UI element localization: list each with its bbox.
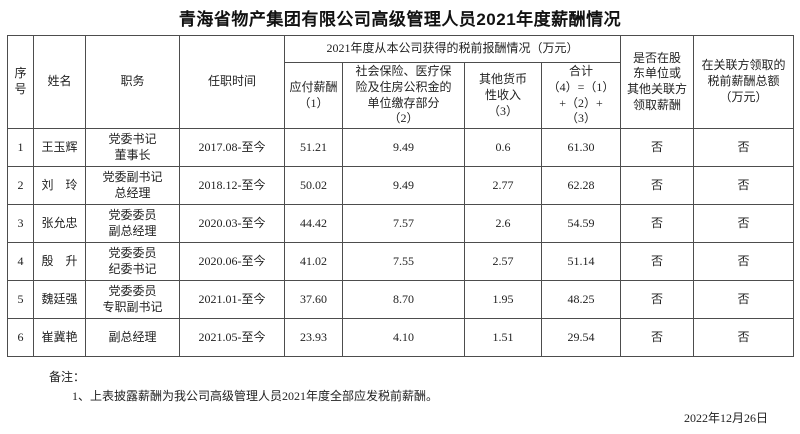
note-item-1: 1、上表披露薪酬为我公司高级管理人员2021年度全部应发税前薪酬。 [72,389,439,404]
header-total: 合计 （4）=（1） +（2）+ （3） [540,61,622,130]
header-social-insurance: 社会保险、医疗保 险及住房公积金的 单位缴存部分 （2） [342,61,465,130]
cell-shareholder: 否 [620,242,695,282]
header-name: 姓名 [33,34,86,130]
cell-related: 否 [693,204,795,244]
cell-other: 2.77 [464,166,542,206]
cell-payable: 44.42 [284,204,343,244]
header-group-pretax: 2021年度从本公司获得的税前报酬情况（万元） [283,35,622,63]
cell-shareholder: 否 [620,166,695,206]
cell-position: 党委委员 专职副书记 [85,280,180,320]
cell-shareholder: 否 [620,318,695,358]
cell-position: 党委书记 董事长 [85,128,180,168]
cell-tenure: 2020.06-至今 [179,242,285,282]
cell-tenure: 2020.03-至今 [179,204,285,244]
salary-table: 序 号 姓名 职务 任职时间 2021年度从本公司获得的税前报酬情况（万元） 是… [7,34,795,358]
header-payable: 应付薪酬 （1） [284,61,343,130]
cell-seq: 3 [7,204,34,244]
cell-seq: 4 [7,242,34,282]
cell-total: 61.30 [540,128,622,168]
notes-label: 备注： [49,370,86,384]
cell-other: 2.6 [464,204,542,244]
header-position: 职务 [85,34,180,130]
cell-name: 王玉辉 [33,128,86,168]
cell-tenure: 2017.08-至今 [179,128,285,168]
page: 青海省物产集团有限公司高级管理人员2021年度薪酬情况 序 号 姓名 职务 任职… [0,5,800,434]
page-title: 青海省物产集团有限公司高级管理人员2021年度薪酬情况 [178,10,622,29]
cell-shareholder: 否 [620,128,695,168]
cell-shareholder: 否 [620,280,695,320]
document-date: 2022年12月26日 [683,411,768,425]
cell-seq: 1 [7,128,34,168]
table-row: 5 魏廷强 党委委员 专职副书记 2021.01-至今 37.60 8.70 1… [7,280,795,320]
cell-related: 否 [693,242,795,282]
cell-total: 48.25 [540,280,622,320]
cell-name: 张允忠 [33,204,86,244]
cell-other: 1.51 [464,318,542,358]
cell-social: 8.70 [342,280,465,320]
cell-seq: 5 [7,280,34,320]
cell-shareholder: 否 [620,204,695,244]
cell-tenure: 2018.12-至今 [179,166,285,206]
header-shareholder-pay: 是否在股 东单位或 其他关联方 领取薪酬 [620,34,695,130]
cell-seq: 2 [7,166,34,206]
cell-position: 党委委员 副总经理 [85,204,180,244]
cell-payable: 41.02 [284,242,343,282]
cell-social: 4.10 [342,318,465,358]
header-tenure: 任职时间 [179,34,285,130]
header-related-pay: 在关联方领取的 税前薪酬总额 （万元） [693,34,795,130]
cell-payable: 37.60 [284,280,343,320]
cell-social: 9.49 [342,128,465,168]
cell-total: 29.54 [540,318,622,358]
cell-total: 54.59 [540,204,622,244]
table-row: 1 王玉辉 党委书记 董事长 2017.08-至今 51.21 9.49 0.6… [7,128,795,168]
cell-name: 殷 升 [33,242,86,282]
table-row: 4 殷 升 党委委员 纪委书记 2020.06-至今 41.02 7.55 2.… [7,242,795,282]
cell-other: 2.57 [464,242,542,282]
cell-payable: 23.93 [284,318,343,358]
cell-name: 崔冀艳 [33,318,86,358]
cell-position: 党委委员 纪委书记 [85,242,180,282]
cell-payable: 50.02 [284,166,343,206]
table-row: 3 张允忠 党委委员 副总经理 2020.03-至今 44.42 7.57 2.… [7,204,795,244]
cell-other: 1.95 [464,280,542,320]
cell-other: 0.6 [464,128,542,168]
notes-section: 备注： 1、上表披露薪酬为我公司高级管理人员2021年度全部应发税前薪酬。 [0,368,800,406]
header-seq: 序 号 [7,34,34,130]
cell-seq: 6 [7,318,34,358]
cell-tenure: 2021.01-至今 [179,280,285,320]
cell-social: 7.57 [342,204,465,244]
cell-related: 否 [693,318,795,358]
table-row: 6 崔冀艳 副总经理 2021.05-至今 23.93 4.10 1.51 29… [7,318,795,358]
cell-total: 51.14 [540,242,622,282]
cell-social: 9.49 [342,166,465,206]
cell-total: 62.28 [540,166,622,206]
table-row: 2 刘 玲 党委副书记 总经理 2018.12-至今 50.02 9.49 2.… [7,166,795,206]
cell-tenure: 2021.05-至今 [179,318,285,358]
cell-payable: 51.21 [284,128,343,168]
cell-social: 7.55 [342,242,465,282]
cell-position: 党委副书记 总经理 [85,166,180,206]
cell-position: 副总经理 [85,318,180,358]
cell-related: 否 [693,128,795,168]
cell-name: 刘 玲 [33,166,86,206]
cell-name: 魏廷强 [33,280,86,320]
cell-related: 否 [693,280,795,320]
cell-related: 否 [693,166,795,206]
header-other-income: 其他货币 性收入 （3） [464,61,542,130]
